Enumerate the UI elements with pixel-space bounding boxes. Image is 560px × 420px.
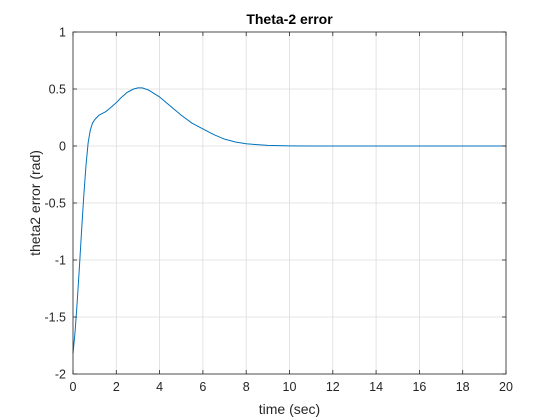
- y-tick-label: 0.5: [49, 83, 66, 97]
- y-tick-label: 0: [59, 140, 66, 154]
- y-tick-label: -0.5: [44, 197, 66, 211]
- x-tick-label: 20: [499, 380, 513, 394]
- x-tick-label: 0: [70, 380, 77, 394]
- x-axis-label: time (sec): [259, 401, 320, 417]
- x-tick-label: 18: [456, 380, 470, 394]
- y-axis-label: theta2 error (rad): [27, 150, 43, 256]
- y-tick-label: -1: [55, 254, 66, 268]
- y-tick-label: -2: [55, 368, 66, 382]
- x-tick-label: 4: [156, 380, 163, 394]
- y-tick-label: 1: [59, 26, 66, 40]
- chart-title: Theta-2 error: [246, 11, 333, 27]
- x-tick-label: 8: [243, 380, 250, 394]
- y-tick-label: -1.5: [44, 311, 66, 325]
- x-tick-label: 14: [369, 380, 383, 394]
- x-tick-label: 12: [326, 380, 340, 394]
- x-tick-label: 6: [199, 380, 206, 394]
- x-tick-label: 16: [412, 380, 426, 394]
- x-tick-label: 2: [113, 380, 120, 394]
- x-tick-label: 10: [283, 380, 297, 394]
